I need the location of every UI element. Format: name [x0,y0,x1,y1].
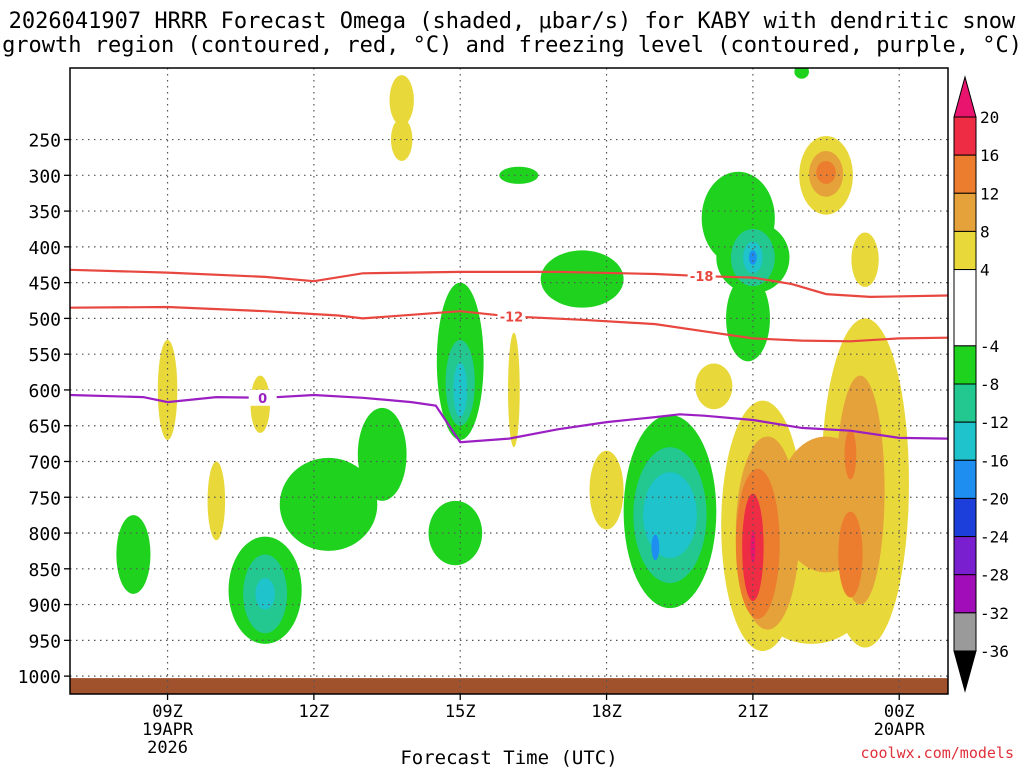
omega-region [589,450,624,530]
colorbar-bin [953,536,977,576]
x-axis-label: Forecast Time (UTC) [400,747,617,768]
omega-region [540,250,624,308]
plot-border [69,67,949,695]
colorbar-tick-label: -16 [980,451,1009,470]
y-tick-label: 500 [28,309,61,330]
colorbar-tick-label: -20 [980,489,1009,508]
colorbar-bin [953,116,977,156]
contour-line [70,305,948,343]
colorbar-bin [953,497,977,538]
omega-region [357,407,407,501]
ground-layer [70,678,948,694]
colorbar-over-arrow [953,75,977,118]
chart-title-line1: 2026041907 HRRR Forecast Omega (shaded, … [8,9,1016,34]
omega-region [508,332,520,448]
y-tick-label: 350 [28,202,61,223]
omega-shading [116,68,909,652]
omega-region [750,531,756,564]
y-tick-label: 850 [28,560,61,581]
colorbar-bin [953,383,977,423]
colorbar-bin [953,269,977,347]
y-tick-label: 800 [28,524,61,545]
colorbar-tick-label: 16 [980,146,999,165]
contour-label: -18 [690,270,714,285]
omega-region [838,511,863,598]
omega-region [389,75,414,126]
x-tick-label: 2026 [147,738,188,758]
x-tick-label: 21Z [738,702,769,722]
contour-label-bg [687,268,716,285]
omega-region [695,363,733,410]
colorbar-tick-label: -36 [980,642,1009,661]
colorbar-bin [953,154,977,194]
ground-below-surface [70,678,948,694]
colorbar-under-arrow [953,650,977,693]
y-tick-label: 650 [28,417,61,438]
contour-line [70,393,948,444]
y-axis-ticks: 250 300 350 400 450 500 550 600 650 700 750 800 850 9… [18,131,70,688]
colorbar-tick-label: 4 [980,261,990,280]
colorbar-bin [953,345,977,385]
y-tick-label: 1000 [18,667,61,688]
colorbar: 20 16 12 8 4 -4 -8 -12 -16 -20 -24 -28 -32 -36 [953,75,1009,693]
x-tick-label: 00Z [884,702,915,722]
y-tick-label: 600 [28,381,61,402]
omega-region [794,68,809,79]
colorbar-tick-label: -4 [980,337,999,356]
y-tick-label: 400 [28,238,61,259]
omega-region [499,166,539,184]
y-tick-label: 950 [28,631,61,652]
omega-region [255,578,275,610]
contour-label-bg [497,308,526,325]
colorbar-tick-label: 8 [980,222,990,241]
omega-region [207,461,226,541]
omega-region [390,118,413,162]
contour-line [70,268,948,299]
omega-region [643,472,697,559]
colorbar-tick-label: -32 [980,604,1009,623]
colorbar-bin [953,612,977,652]
x-tick-label: 15Z [445,702,476,722]
colorbar-tick-label: -28 [980,566,1009,585]
temperature-contours: -18 -12 0 [70,268,948,444]
omega-region [748,250,757,265]
omega-region [851,232,879,287]
colorbar-bin [953,192,977,232]
colorbar-bin [953,230,977,271]
contour-label: -12 [500,310,524,325]
omega-region [844,429,857,480]
colorbar-tick-label: 12 [980,184,999,203]
omega-region [651,534,660,561]
omega-region [816,161,836,184]
y-tick-label: 250 [28,131,61,152]
x-tick-label: 19APR [142,720,194,740]
omega-region [279,457,378,551]
plot-frame [69,67,949,695]
credit-text: coolwx.com/models [860,744,1014,762]
y-tick-label: 300 [28,166,61,187]
y-tick-label: 450 [28,274,61,295]
contour-label: 0 [258,392,267,407]
colorbar-tick-label: -8 [980,375,999,394]
omega-region [116,515,151,594]
colorbar-tick-label: 20 [980,108,999,127]
contour-label-bg [248,389,277,406]
y-tick-label: 900 [28,596,61,617]
colorbar-tick-label: -24 [980,528,1009,547]
x-tick-label: 18Z [591,702,622,722]
y-tick-label: 700 [28,452,61,473]
colorbar-bin [953,421,977,461]
x-tick-label: 20APR [874,720,926,740]
colorbar-tick-label: -12 [980,413,1009,432]
x-tick-label: 09Z [152,702,183,722]
colorbar-bin [953,574,977,614]
colorbar-bin [953,459,977,499]
chart-title-line2: growth region (contoured, red, °C) and f… [2,33,1022,58]
x-tick-label: 12Z [299,702,330,722]
omega-region [157,339,178,441]
y-tick-label: 750 [28,488,61,509]
y-tick-label: 550 [28,345,61,366]
